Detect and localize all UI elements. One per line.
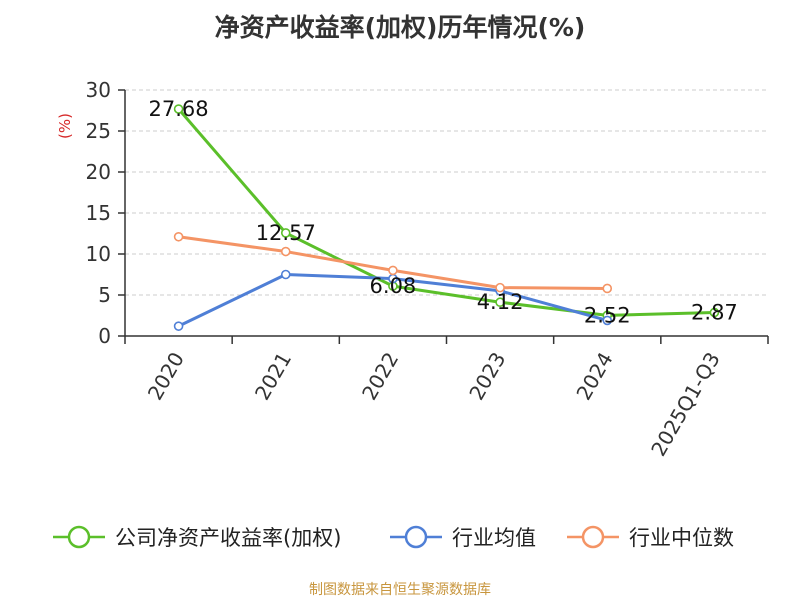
x-tick-label: 2020 — [143, 348, 189, 404]
data-point — [280, 246, 291, 257]
legend: 公司净资产收益率(加权) 行业均值 行业中位数 — [53, 525, 734, 550]
data-label: 6.08 — [370, 274, 417, 298]
chart-title: 净资产收益率(加权)历年情况(%) — [215, 13, 586, 42]
data-point — [173, 231, 184, 242]
data-point — [602, 283, 613, 294]
data-label: 12.57 — [256, 221, 316, 245]
y-tick-label: 25 — [86, 119, 111, 143]
x-tick-label: 2024 — [571, 348, 617, 404]
data-label: 4.12 — [477, 290, 524, 314]
data-label: 2.52 — [584, 303, 631, 327]
y-axis-label: (%) — [56, 113, 74, 139]
x-tick-label: 2021 — [250, 348, 296, 404]
data-point — [709, 307, 720, 318]
data-point — [495, 297, 505, 308]
y-tick-label: 15 — [86, 201, 111, 225]
data-label: 27.68 — [149, 97, 209, 121]
x-tick-label: 2022 — [357, 348, 403, 404]
x-tick-label: 2025Q1-Q3 — [646, 348, 725, 460]
series-group — [173, 104, 720, 331]
y-tick-label: 10 — [86, 242, 111, 266]
data-point — [388, 265, 398, 276]
source-note: 制图数据来自恒生聚源数据库 — [309, 582, 491, 598]
legend-label: 行业中位数 — [629, 526, 734, 550]
data-point — [495, 282, 505, 293]
series-line — [177, 107, 716, 317]
y-tick-label: 20 — [86, 160, 111, 184]
axes: 0 5 10 15 20 25 30 2020 2021 2022 2023 2024 2025Q1-Q… — [86, 78, 769, 460]
y-tick-label: 5 — [98, 283, 111, 307]
grid-lines — [125, 89, 768, 296]
legend-marker — [581, 525, 605, 549]
data-point — [280, 228, 291, 238]
legend-marker — [67, 525, 91, 549]
data-point — [280, 269, 291, 280]
data-point — [173, 321, 184, 331]
data-point — [602, 315, 613, 326]
data-label: 2.87 — [691, 300, 738, 324]
y-tick-label: 0 — [98, 324, 111, 348]
y-tick-label: 30 — [86, 78, 111, 102]
data-point — [173, 104, 184, 114]
x-tick-label: 2023 — [464, 348, 510, 404]
data-labels: 27.68 12.57 6.08 4.12 2.52 2.87 — [149, 97, 738, 327]
legend-label: 公司净资产收益率(加权) — [115, 526, 341, 550]
legend-marker — [404, 525, 428, 549]
legend-label: 行业均值 — [452, 526, 536, 550]
